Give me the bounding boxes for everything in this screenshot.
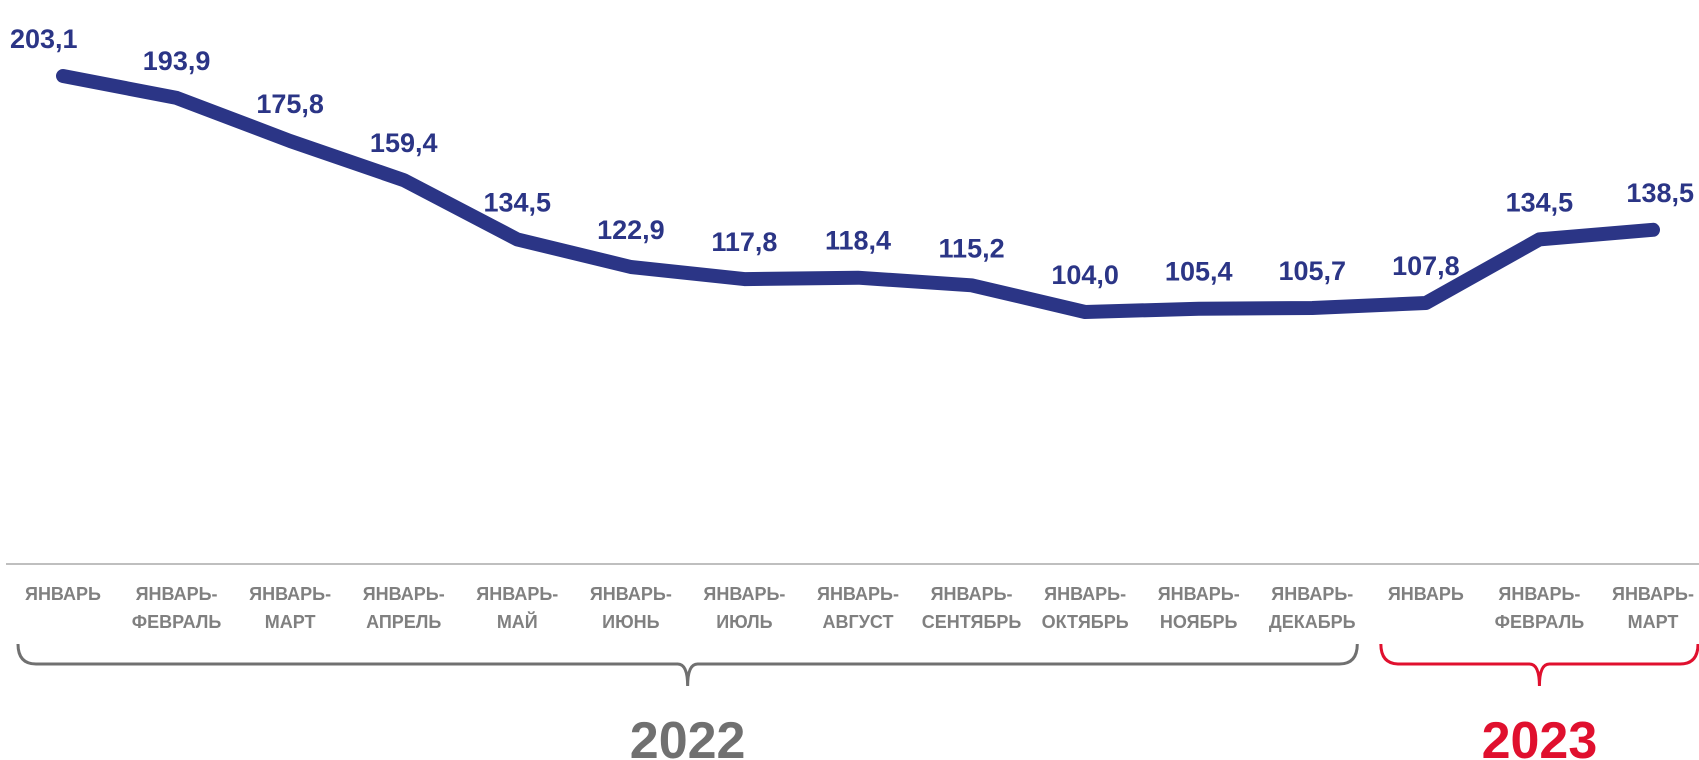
data-label: 175,8 — [256, 89, 324, 119]
category-label: ЯНВАРЬ- МАЙ — [476, 584, 558, 632]
category-label: ЯНВАРЬ- ИЮНЬ — [590, 584, 672, 632]
category-label-line: ЯНВАРЬ- — [1158, 584, 1240, 604]
category-label: ЯНВАРЬ- АВГУСТ — [817, 584, 899, 632]
data-label: 115,2 — [939, 233, 1005, 263]
data-label-layer: 203,1 193,9 175,8 159,4 134,5 122,9 117,8 118,4… — [10, 24, 1694, 290]
category-label: ЯНВАРЬ- ИЮЛЬ — [703, 584, 785, 632]
category-label: ЯНВАРЬ- ДЕКАБРЬ — [1269, 584, 1356, 632]
data-label: 134,5 — [483, 187, 551, 217]
category-label: ЯНВАРЬ- ФЕВРАЛЬ — [132, 584, 222, 632]
category-label-line: ЯНВАРЬ- — [817, 584, 899, 604]
category-label-line: ЯНВАРЬ- — [590, 584, 672, 604]
category-label: ЯНВАРЬ- НОЯБРЬ — [1158, 584, 1240, 632]
data-label: 107,8 — [1392, 251, 1460, 281]
category-label-line: ИЮНЬ — [602, 612, 659, 632]
category-label: ЯНВАРЬ- АПРЕЛЬ — [363, 584, 445, 632]
category-label-layer: ЯНВАРЬ ЯНВАРЬ- ФЕВРАЛЬ ЯНВАРЬ- МАРТ ЯНВАРЬ- АП… — [25, 584, 1694, 632]
year-label-2022: 2022 — [630, 712, 746, 760]
category-label-line: ЯНВАРЬ- — [703, 584, 785, 604]
category-label-line: ЯНВАРЬ- — [1044, 584, 1126, 604]
category-label: ЯНВАРЬ- СЕНТЯБРЬ — [922, 584, 1022, 632]
category-label-line: ЯНВАРЬ- — [476, 584, 558, 604]
data-label: 159,4 — [370, 128, 438, 158]
category-label: ЯНВАРЬ- ФЕВРАЛЬ — [1495, 584, 1585, 632]
category-label-line: ЯНВАРЬ — [1388, 584, 1464, 604]
category-label-line: ЯНВАРЬ- — [1612, 584, 1694, 604]
category-label-line: ИЮЛЬ — [716, 612, 772, 632]
category-label: ЯНВАРЬ — [25, 584, 101, 604]
data-label: 138,5 — [1626, 178, 1694, 208]
category-label-line: МАРТ — [1628, 612, 1679, 632]
category-label-line: ЯНВАРЬ- — [1498, 584, 1580, 604]
category-label-line: ЯНВАРЬ- — [1271, 584, 1353, 604]
data-label: 134,5 — [1506, 187, 1574, 217]
data-label: 203,1 — [10, 24, 78, 54]
data-label: 193,9 — [143, 46, 211, 76]
category-label-line: ЯНВАРЬ- — [363, 584, 445, 604]
series-line-layer — [56, 69, 1660, 319]
category-label-line: ДЕКАБРЬ — [1269, 612, 1356, 632]
category-label-line: ОКТЯБРЬ — [1042, 612, 1129, 632]
category-label-line: МАРТ — [265, 612, 316, 632]
category-label: ЯНВАРЬ- МАРТ — [249, 584, 331, 632]
category-label-line: ЯНВАРЬ — [25, 584, 101, 604]
category-label-line: АПРЕЛЬ — [366, 612, 441, 632]
category-label-line: ЯНВАРЬ- — [931, 584, 1013, 604]
data-label: 122,9 — [597, 215, 665, 245]
data-label: 105,7 — [1278, 256, 1346, 286]
year-brace-2023 — [1379, 643, 1699, 687]
data-label: 104,0 — [1051, 260, 1119, 290]
data-label: 117,8 — [711, 227, 777, 257]
data-label: 105,4 — [1165, 257, 1233, 287]
year-brace-2022 — [16, 643, 1359, 687]
category-label: ЯНВАРЬ- ОКТЯБРЬ — [1042, 584, 1129, 632]
series-line — [56, 69, 1660, 319]
category-label-line: НОЯБРЬ — [1160, 612, 1238, 632]
year-group-layer: 2022 2023 — [16, 643, 1699, 760]
category-label-line: ФЕВРАЛЬ — [1495, 612, 1585, 632]
year-label-2023: 2023 — [1482, 712, 1598, 760]
category-label-line: АВГУСТ — [823, 612, 894, 632]
category-label-line: МАЙ — [497, 611, 538, 632]
data-label: 118,4 — [825, 226, 891, 256]
category-label: ЯНВАРЬ — [1388, 584, 1464, 604]
category-label-line: ФЕВРАЛЬ — [132, 612, 222, 632]
category-label-line: ЯНВАРЬ- — [136, 584, 218, 604]
category-label-line: ЯНВАРЬ- — [249, 584, 331, 604]
category-label: ЯНВАРЬ- МАРТ — [1612, 584, 1694, 632]
category-label-line: СЕНТЯБРЬ — [922, 612, 1022, 632]
